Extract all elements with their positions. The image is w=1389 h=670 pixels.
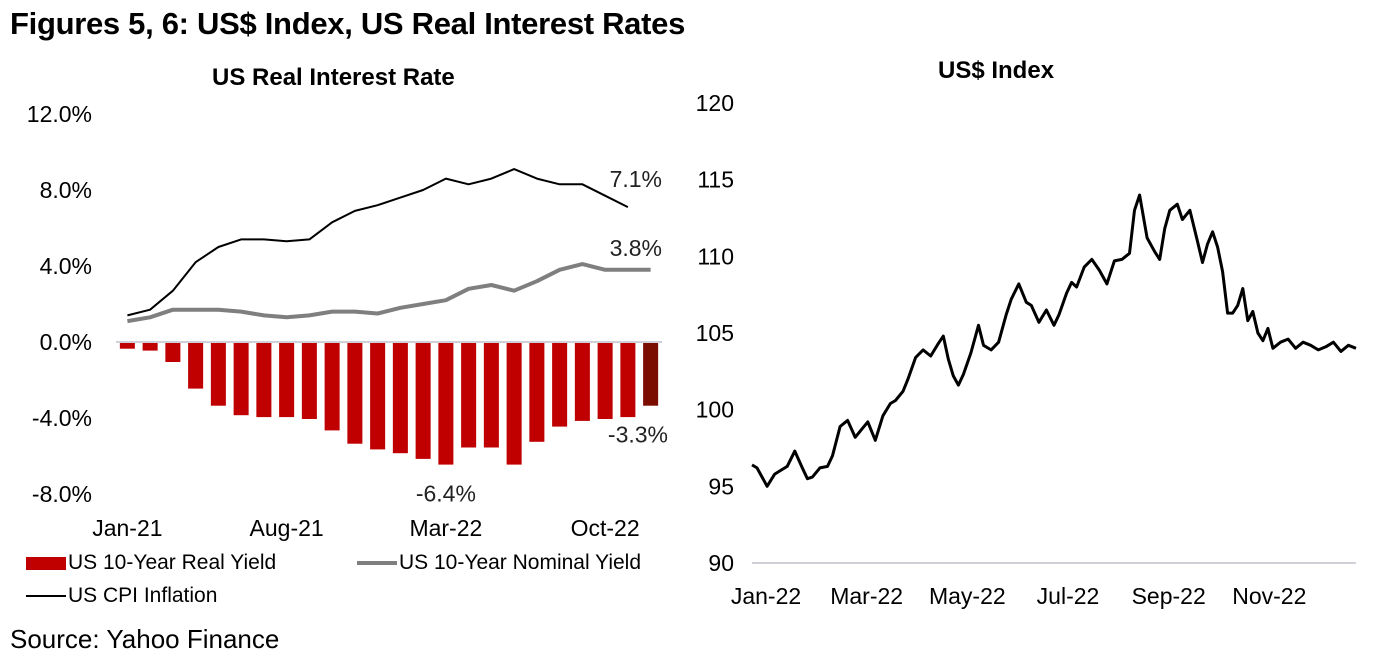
data-label-real-latest: -3.3% [608, 422, 668, 448]
y-tick-label: 110 [697, 243, 734, 269]
x-tick-label: Aug-21 [250, 515, 324, 541]
bar-real-yield [597, 343, 613, 419]
y-tick-label: 115 [697, 167, 734, 193]
y-tick-label: 120 [696, 90, 734, 116]
bar-real-yield [529, 343, 545, 442]
dxy-chart: 120 115 110 105 100 95 90 Jan-22 Mar-22 May-22 Jul… [696, 90, 1357, 609]
bar-real-yield [210, 343, 226, 406]
dxy-chart-title: US$ Index [938, 57, 1055, 84]
line-cpi-inflation [127, 168, 629, 317]
x-tick-label: Mar-22 [409, 515, 482, 541]
bar-real-yield [165, 343, 181, 362]
bar-real-yield [324, 343, 340, 431]
bar-real-yield [188, 343, 204, 389]
source-note: Source: Yahoo Finance [10, 624, 280, 654]
y-tick-label: 8.0% [40, 177, 92, 203]
y-tick-label: 105 [696, 320, 734, 346]
bar-real-yield [392, 343, 408, 454]
y-tick-label: 0.0% [40, 329, 92, 355]
bar-real-yield [370, 343, 386, 450]
legend-line-swatch [26, 595, 66, 597]
x-tick-label: Jan-21 [92, 515, 162, 541]
x-tick-label: Jul-22 [1037, 583, 1100, 609]
bar-real-yield [483, 343, 499, 448]
legend-label: US CPI Inflation [68, 584, 218, 607]
real-rate-chart-title: US Real Interest Rate [212, 64, 455, 91]
legend-nominal-yield: US 10-Year Nominal Yield [357, 551, 641, 575]
x-tick-label: May-22 [929, 583, 1006, 609]
y-tick-label: -4.0% [32, 405, 92, 431]
line-dxy [751, 193, 1357, 488]
bar-real-yield [506, 343, 522, 465]
x-tick-label: Mar-22 [830, 583, 903, 609]
bar-real-yield [301, 343, 317, 419]
legend-label: US 10-Year Real Yield [68, 551, 277, 574]
x-tick-label: Nov-22 [1232, 583, 1306, 609]
x-tick-label: Sep-22 [1132, 583, 1206, 609]
bar-real-yield [347, 343, 363, 444]
bar-real-yield [256, 343, 272, 418]
bar-real-yield [415, 343, 431, 459]
x-tick-label: Oct-22 [571, 515, 640, 541]
figure-title: Figures 5, 6: US$ Index, US Real Interes… [10, 6, 686, 41]
bar-real-yield [233, 343, 249, 416]
y-tick-label: 4.0% [40, 253, 92, 279]
data-label-real-min: -6.4% [416, 481, 476, 507]
bar-real-yield [643, 343, 659, 406]
bar-real-yield [574, 343, 590, 421]
bar-real-yield [438, 343, 454, 465]
bar-real-yield [461, 343, 477, 448]
data-label-cpi: 7.1% [610, 166, 662, 192]
y-tick-label: 90 [708, 550, 734, 576]
bar-real-yield [142, 343, 158, 351]
bar-real-yield [279, 343, 295, 418]
legend-real-yield: US 10-Year Real Yield [26, 551, 276, 575]
legend-line-swatch [357, 561, 397, 565]
y-tick-label: 95 [708, 473, 734, 499]
y-tick-label: 100 [696, 397, 734, 423]
legend-cpi: US CPI Inflation [26, 584, 217, 608]
y-tick-label: 12.0% [27, 101, 92, 127]
data-label-nominal: 3.8% [610, 235, 662, 261]
legend-label: US 10-Year Nominal Yield [399, 551, 642, 574]
legend-bar-swatch [26, 556, 66, 570]
bar-real-yield [119, 343, 135, 349]
y-tick-label: -8.0% [32, 481, 92, 507]
real-rate-chart: 12.0% 8.0% 4.0% 0.0% -4.0% -8.0%Jan-21 Aug-21 M… [27, 101, 668, 541]
bar-real-yield [552, 343, 568, 427]
bar-real-yield [620, 343, 636, 418]
x-tick-label: Jan-22 [731, 583, 801, 609]
line-nominal-yield [127, 262, 651, 324]
